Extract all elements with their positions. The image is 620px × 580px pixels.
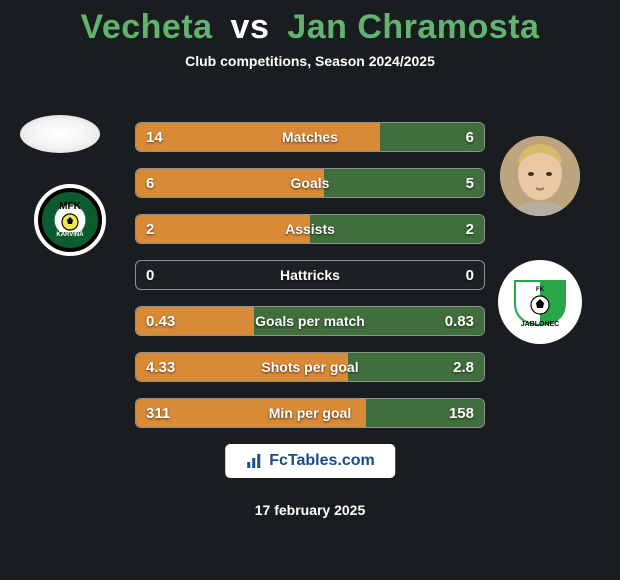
bar-right xyxy=(310,215,484,243)
stat-label: Hattricks xyxy=(136,261,484,289)
player2-avatar xyxy=(500,136,580,216)
bar-left xyxy=(136,169,324,197)
stat-row: 65Goals xyxy=(135,168,485,198)
bar-right xyxy=(324,169,484,197)
value-left: 4.33 xyxy=(146,353,175,381)
stat-row: 4.332.8Shots per goal xyxy=(135,352,485,382)
player1-avatar xyxy=(20,115,100,153)
team2-shield-icon: FK xyxy=(505,277,575,327)
team1-badge: MFK KARVINÁ xyxy=(28,178,112,262)
player2-name: Jan Chramosta xyxy=(287,8,539,46)
value-right: 0 xyxy=(466,261,474,289)
bar-left xyxy=(136,215,310,243)
stat-row: 0.430.83Goals per match xyxy=(135,306,485,336)
team1-badge-text-bot: KARVINÁ xyxy=(54,232,85,238)
team1-badge-text-top: MFK xyxy=(59,202,81,212)
page-title: Vecheta vs Jan Chramosta xyxy=(0,0,620,47)
footer-date: 17 february 2025 xyxy=(0,502,620,518)
value-right: 6 xyxy=(466,123,474,151)
value-left: 2 xyxy=(146,215,154,243)
bar-left xyxy=(136,123,380,151)
brand-text: FcTables.com xyxy=(269,452,375,470)
brand-badge[interactable]: FcTables.com xyxy=(225,444,395,478)
value-right: 2 xyxy=(466,215,474,243)
bar-left xyxy=(136,399,366,427)
vs-label: vs xyxy=(231,8,270,46)
value-left: 0 xyxy=(146,261,154,289)
stat-row: 146Matches xyxy=(135,122,485,152)
value-left: 0.43 xyxy=(146,307,175,335)
bar-chart-icon xyxy=(245,452,263,470)
svg-text:FK: FK xyxy=(536,287,545,293)
value-left: 6 xyxy=(146,169,154,197)
stat-row: 311158Min per goal xyxy=(135,398,485,428)
value-right: 158 xyxy=(449,399,474,427)
value-left: 311 xyxy=(146,399,170,427)
value-right: 5 xyxy=(466,169,474,197)
team2-badge-text: JABLONEC xyxy=(521,321,560,328)
value-left: 14 xyxy=(146,123,163,151)
stat-row: 22Assists xyxy=(135,214,485,244)
soccer-ball-icon xyxy=(57,212,83,232)
value-right: 2.8 xyxy=(453,353,474,381)
stat-row: 0 0Hattricks xyxy=(135,260,485,290)
subtitle: Club competitions, Season 2024/2025 xyxy=(0,53,620,69)
value-right: 0.83 xyxy=(445,307,474,335)
player1-name: Vecheta xyxy=(81,8,213,46)
comparison-bars: 146Matches65Goals22Assists00Hattricks0.4… xyxy=(135,122,485,444)
team2-badge: FK JABLONEC xyxy=(498,260,582,344)
